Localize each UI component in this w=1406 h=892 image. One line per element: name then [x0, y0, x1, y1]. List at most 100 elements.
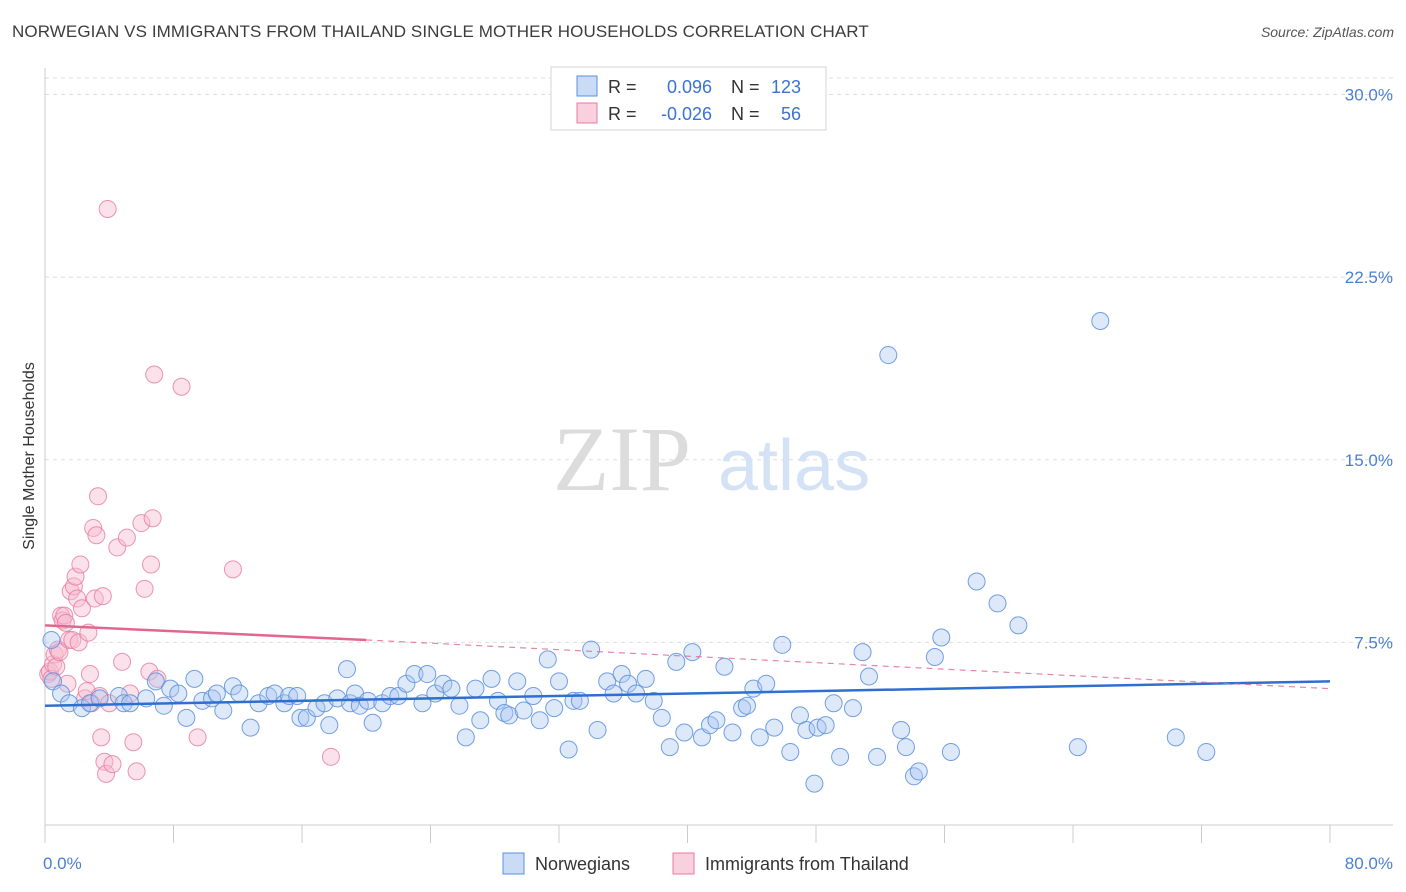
- norwegian-point: [249, 694, 268, 713]
- norwegian-point: [660, 738, 679, 757]
- thailand-point: [113, 652, 132, 671]
- norwegian-point: [456, 728, 475, 747]
- thailand-point: [89, 487, 108, 506]
- watermark: ZIP atlas: [553, 408, 870, 510]
- norwegian-point: [495, 703, 514, 722]
- thailand-point: [55, 606, 74, 625]
- legend-n-label-1: N =: [731, 77, 760, 97]
- norwegian-point: [297, 708, 316, 727]
- thailand-point: [87, 526, 106, 545]
- norwegian-point: [320, 716, 339, 735]
- thailand-point: [188, 728, 207, 747]
- thailand-point: [98, 199, 117, 218]
- trend-lines: [44, 624, 1331, 707]
- thailand-point: [117, 528, 136, 547]
- norwegian-point: [757, 674, 776, 693]
- norwegian-point: [797, 721, 816, 740]
- norwegian-point: [831, 747, 850, 766]
- thailand-point: [61, 582, 80, 601]
- norwegian-point: [230, 684, 249, 703]
- norwegian-point: [805, 774, 824, 793]
- norwegian-point: [675, 723, 694, 742]
- norwegian-point: [223, 677, 242, 696]
- norwegian-point: [538, 650, 557, 669]
- norwegian-point: [879, 346, 898, 365]
- norwegian-point: [530, 711, 549, 730]
- watermark-zip: ZIP: [553, 408, 691, 510]
- norwegian-point: [723, 723, 742, 742]
- norwegian-point: [90, 689, 109, 708]
- norwegian-point: [925, 647, 944, 666]
- norwegians-trend-line: [44, 680, 1331, 707]
- norwegian-point: [892, 721, 911, 740]
- thailand-point: [124, 733, 143, 752]
- y-axis-label: Single Mother Households: [21, 362, 38, 550]
- watermark-atlas: atlas: [718, 426, 870, 506]
- norwegian-point: [214, 701, 233, 720]
- bottom-legend-norwegians: Norwegians: [535, 854, 630, 874]
- norwegian-point: [860, 667, 879, 686]
- norwegian-point: [904, 767, 923, 786]
- norwegian-point: [636, 669, 655, 688]
- norwegian-point: [612, 665, 631, 684]
- y-tick-label: 7.5%: [1354, 633, 1393, 652]
- norwegian-point: [781, 742, 800, 761]
- norwegian-point: [405, 665, 424, 684]
- axes: 7.5% 15.0% 22.5% 30.0%: [44, 68, 1393, 843]
- norwegian-point: [988, 594, 1007, 613]
- thailand-point: [127, 762, 146, 781]
- thailand-point: [80, 665, 99, 684]
- legend-n-label-2: N =: [731, 104, 760, 124]
- thailand-point: [92, 728, 111, 747]
- thailand-point: [223, 560, 242, 579]
- norwegian-point: [765, 718, 784, 737]
- norwegian-point: [466, 679, 485, 698]
- thailand-point: [69, 633, 88, 652]
- norwegian-point: [737, 696, 756, 715]
- legend-swatch-norwegians: [576, 75, 598, 97]
- chart-title: NORWEGIAN VS IMMIGRANTS FROM THAILAND SI…: [12, 22, 869, 41]
- norwegian-point: [337, 660, 356, 679]
- norwegian-point: [683, 643, 702, 662]
- thailand-point: [132, 514, 151, 533]
- thailand-point: [68, 589, 87, 608]
- thailand-point: [145, 365, 164, 384]
- thailand-point: [108, 538, 127, 557]
- series-norwegians-points: [42, 311, 1216, 793]
- thailand-point: [97, 764, 116, 783]
- thailand-point: [66, 567, 85, 586]
- y-tick-label: 30.0%: [1345, 86, 1393, 105]
- norwegian-point: [471, 711, 490, 730]
- x-tick-label-min: 0.0%: [43, 854, 82, 873]
- norwegian-point: [1166, 728, 1185, 747]
- norwegian-point: [853, 643, 872, 662]
- norwegian-point: [545, 699, 564, 718]
- y-tick-label: 15.0%: [1345, 451, 1393, 470]
- norwegian-point: [1091, 311, 1110, 330]
- norwegian-point: [582, 640, 601, 659]
- norwegian-point: [868, 747, 887, 766]
- norwegian-point: [559, 740, 578, 759]
- norwegian-point: [604, 684, 623, 703]
- norwegian-point: [42, 630, 61, 649]
- legend-r-label-2: R =: [608, 104, 637, 124]
- norwegian-point: [932, 628, 951, 647]
- legend-r-value-1: 0.096: [667, 77, 712, 97]
- norwegian-point: [442, 679, 461, 698]
- norwegian-point: [1009, 616, 1028, 635]
- thailand-point: [72, 599, 91, 618]
- bottom-legend-swatch-thailand: [672, 852, 695, 875]
- thailand-point: [58, 674, 77, 693]
- norwegian-point: [652, 708, 671, 727]
- norwegian-point: [1197, 742, 1216, 761]
- thailand-point: [71, 555, 90, 574]
- correlation-legend: R = 0.096 N = 123 R = -0.026 N = 56: [550, 66, 827, 131]
- legend-swatch-thailand: [576, 102, 598, 124]
- norwegian-point: [588, 721, 607, 740]
- thailand-point: [142, 555, 161, 574]
- thailand-point: [47, 657, 66, 676]
- norwegian-point: [80, 694, 99, 713]
- norwegian-point: [750, 728, 769, 747]
- legend-n-value-1: 123: [771, 77, 801, 97]
- norwegian-point: [500, 706, 519, 725]
